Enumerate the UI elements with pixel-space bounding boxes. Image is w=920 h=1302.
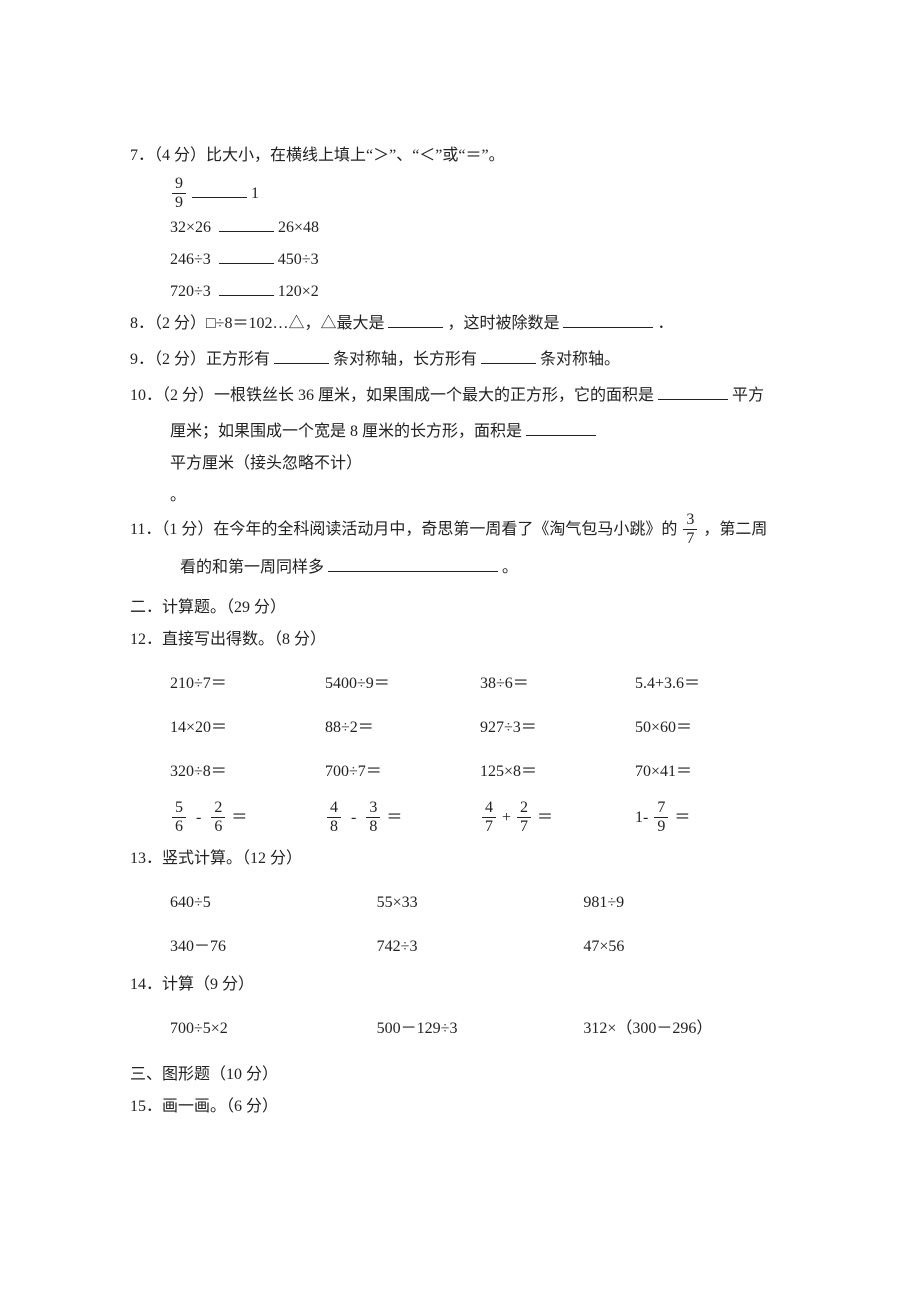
q13-row-1: 640÷555×33981÷9	[170, 881, 790, 925]
blank[interactable]	[219, 258, 274, 265]
blank[interactable]	[388, 322, 443, 329]
blank[interactable]	[219, 290, 274, 297]
q13-prompt: 13．竖式计算。（12 分）	[130, 843, 790, 875]
q11-line2: 看的和第一周同样多 。	[130, 552, 790, 584]
q10-line2: 厘米；如果围成一个宽是 8 厘米的长方形，面积是 平方厘米（接头忽略不计）	[130, 416, 790, 480]
q14-table: 700÷5×2500－129÷3312×（300－296）	[130, 1007, 790, 1051]
blank[interactable]	[328, 566, 498, 573]
q10-line1: 10．（2 分）一根铁丝长 36 厘米，如果围成一个最大的正方形，它的面积是 平…	[130, 380, 790, 412]
q12-table: 210÷7＝5400÷9＝38÷6＝5.4+3.6＝ 14×20＝88÷2＝92…	[130, 662, 790, 842]
q11-line1: 11．（1 分）在今年的全科阅读活动月中，奇思第一周看了《淘气包马小跳》的 3 …	[130, 512, 790, 548]
q8: 8．（2 分）□÷8＝102…△，△最大是 ，这时被除数是 ．	[130, 308, 790, 340]
q15-prompt: 15．画一画。（6 分）	[130, 1091, 790, 1123]
q12-row-3: 320÷8＝700÷7＝125×8＝70×41＝	[170, 750, 790, 794]
exam-page: 7．（4 分）比大小，在横线上填上“＞”、“＜”或“＝”。 9 9 1 32×2…	[0, 0, 920, 1302]
q14-prompt: 14．计算（9 分）	[130, 969, 790, 1001]
blank[interactable]	[274, 358, 329, 365]
blank[interactable]	[563, 322, 653, 329]
blank[interactable]	[481, 358, 536, 365]
q10-line3: 。	[130, 480, 790, 512]
q14-row-1: 700÷5×2500－129÷3312×（300－296）	[170, 1007, 790, 1051]
q9: 9．（2 分）正方形有 条对称轴，长方形有 条对称轴。	[130, 344, 790, 376]
q7-item-2: 32×26 26×48	[130, 212, 790, 244]
q7-i1-right: 1	[251, 185, 259, 202]
fraction-3-over-7: 3 7	[683, 511, 697, 547]
q7-item-3: 246÷3 450÷3	[130, 244, 790, 276]
q12-prompt: 12．直接写出得数。（8 分）	[130, 624, 790, 656]
q7-prompt: 7．（4 分）比大小，在横线上填上“＞”、“＜”或“＝”。	[130, 140, 790, 172]
blank[interactable]	[526, 430, 596, 437]
q13-row-2: 340－76742÷347×56	[170, 925, 790, 969]
blank[interactable]	[658, 394, 728, 401]
blank[interactable]	[192, 191, 247, 198]
section-2-title: 二．计算题。（29 分）	[130, 592, 790, 624]
q12-row-4: 56 - 26 ＝ 48 - 38 ＝ 47 + 27 ＝	[170, 794, 790, 842]
q13-table: 640÷555×33981÷9 340－76742÷347×56	[130, 881, 790, 969]
blank[interactable]	[219, 226, 274, 233]
q7-item-4: 720÷3 120×2	[130, 276, 790, 308]
fraction-9-over-9: 9 9	[172, 175, 186, 211]
q12-row-2: 14×20＝88÷2＝927÷3＝50×60＝	[170, 706, 790, 750]
q12-row-1: 210÷7＝5400÷9＝38÷6＝5.4+3.6＝	[170, 662, 790, 706]
section-3-title: 三、图形题（10 分）	[130, 1059, 790, 1091]
q7-item-1: 9 9 1	[130, 176, 790, 212]
